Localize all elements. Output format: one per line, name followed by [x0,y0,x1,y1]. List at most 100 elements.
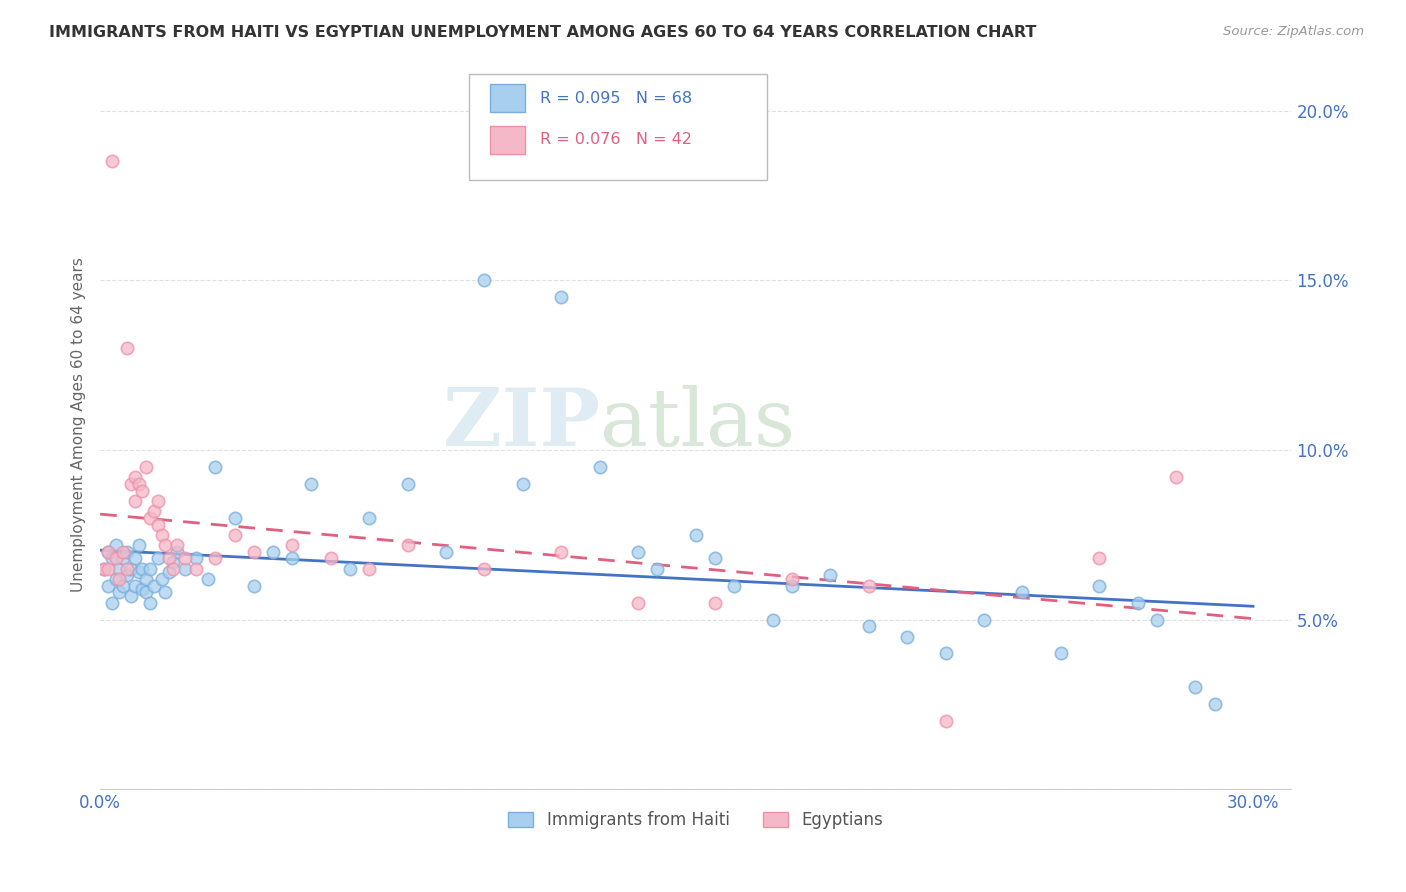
Point [762,613,785,627]
Point [146,551,169,566]
Point [647,561,669,575]
Point [124,493,146,508]
Point [97,561,120,575]
Point [135,585,157,599]
Point [243,579,266,593]
Point [359,561,381,575]
Point [1184,681,1206,695]
Point [93,561,115,575]
Point [135,572,157,586]
Point [112,551,135,566]
Point [281,551,304,566]
Point [157,565,180,579]
FancyBboxPatch shape [489,85,526,112]
FancyBboxPatch shape [470,74,768,180]
Point [150,527,173,541]
Point [128,476,150,491]
Point [139,561,162,575]
Point [704,551,727,566]
Point [173,551,195,566]
Point [1011,585,1033,599]
Point [723,579,745,593]
Point [1146,613,1168,627]
Point [115,544,138,558]
Text: IMMIGRANTS FROM HAITI VS EGYPTIAN UNEMPLOYMENT AMONG AGES 60 TO 64 YEARS CORRELA: IMMIGRANTS FROM HAITI VS EGYPTIAN UNEMPL… [49,25,1036,40]
Point [166,538,188,552]
Point [339,561,361,575]
Point [112,544,135,558]
FancyBboxPatch shape [489,126,526,153]
Point [115,568,138,582]
Point [186,551,208,566]
Point [396,476,419,491]
Point [474,561,496,575]
Point [935,714,957,729]
Point [108,561,131,575]
Point [1126,596,1149,610]
Point [120,476,142,491]
Point [146,493,169,508]
Point [780,572,803,586]
Text: Source: ZipAtlas.com: Source: ZipAtlas.com [1223,25,1364,38]
Point [820,568,842,582]
Point [589,459,612,474]
Point [128,565,150,579]
Point [359,510,381,524]
Point [474,273,496,287]
Point [100,154,122,169]
Point [97,544,120,558]
Point [142,579,165,593]
Text: R = 0.095   N = 68: R = 0.095 N = 68 [540,91,692,106]
Point [197,572,219,586]
Text: atlas: atlas [600,385,796,464]
Point [780,579,803,593]
Point [97,544,120,558]
Point [142,504,165,518]
Point [128,538,150,552]
Point [396,538,419,552]
Point [204,459,226,474]
Point [108,585,131,599]
Point [97,579,120,593]
Point [281,538,304,552]
Point [896,630,918,644]
Point [224,510,246,524]
Point [93,561,115,575]
Point [120,589,142,603]
Point [104,572,127,586]
Point [131,561,153,575]
Point [550,290,572,304]
Point [166,544,188,558]
Point [157,551,180,566]
Point [124,470,146,484]
Point [186,561,208,575]
Point [1166,470,1188,484]
Text: ZIP: ZIP [443,385,600,464]
Point [104,538,127,552]
Point [627,596,650,610]
Point [139,596,162,610]
Point [100,596,122,610]
Legend: Immigrants from Haiti, Egyptians: Immigrants from Haiti, Egyptians [502,805,890,836]
Point [173,561,195,575]
Point [108,572,131,586]
Point [1088,551,1111,566]
Point [973,613,995,627]
Point [1088,579,1111,593]
Point [155,585,177,599]
Point [319,551,342,566]
Point [858,579,880,593]
Point [135,459,157,474]
Point [131,483,153,498]
Point [115,561,138,575]
Point [704,596,727,610]
Point [550,544,572,558]
Point [146,517,169,532]
Point [139,510,162,524]
Point [262,544,284,558]
Point [100,551,122,566]
Point [115,341,138,355]
Point [935,647,957,661]
Point [512,476,534,491]
Point [1050,647,1073,661]
